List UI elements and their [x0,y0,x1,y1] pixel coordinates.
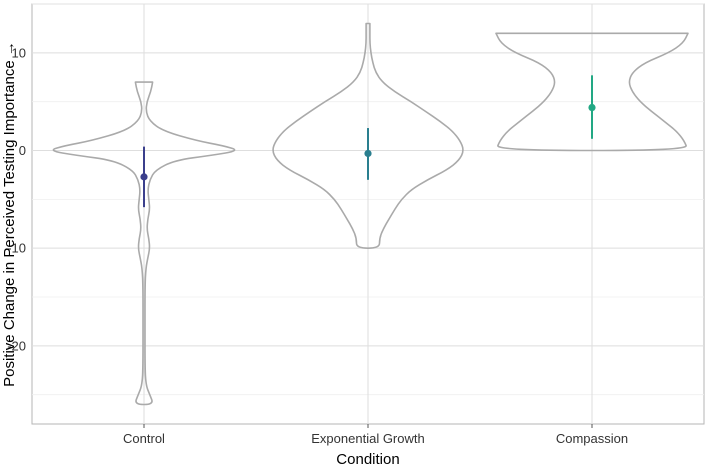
x-axis-title: Condition [336,451,399,468]
mean-points [140,103,596,181]
x-tick-label: Exponential Growth [311,431,424,446]
x-tick-label: Control [123,431,165,446]
x-tick-labels: Control Exponential Growth Compassion [123,424,628,446]
violin-exponential-growth [272,22,464,249]
mean-point-exponential-growth [364,149,372,158]
violin-control [52,81,236,406]
violins [52,22,689,406]
y-tick-label: 10 [12,45,26,60]
y-axis-title: Positive Change in Perceived Testing Imp… [1,41,18,387]
y-tick-labels: 10 0 -10 -20 [7,45,26,353]
mean-point-control [140,173,148,181]
mean-point-compassion [588,103,596,112]
y-tick-label: -20 [7,338,26,353]
y-tick-label: -10 [7,241,26,256]
y-tick-label: 0 [19,143,26,158]
violin-compassion [495,32,689,152]
x-tick-label: Compassion [556,431,628,446]
